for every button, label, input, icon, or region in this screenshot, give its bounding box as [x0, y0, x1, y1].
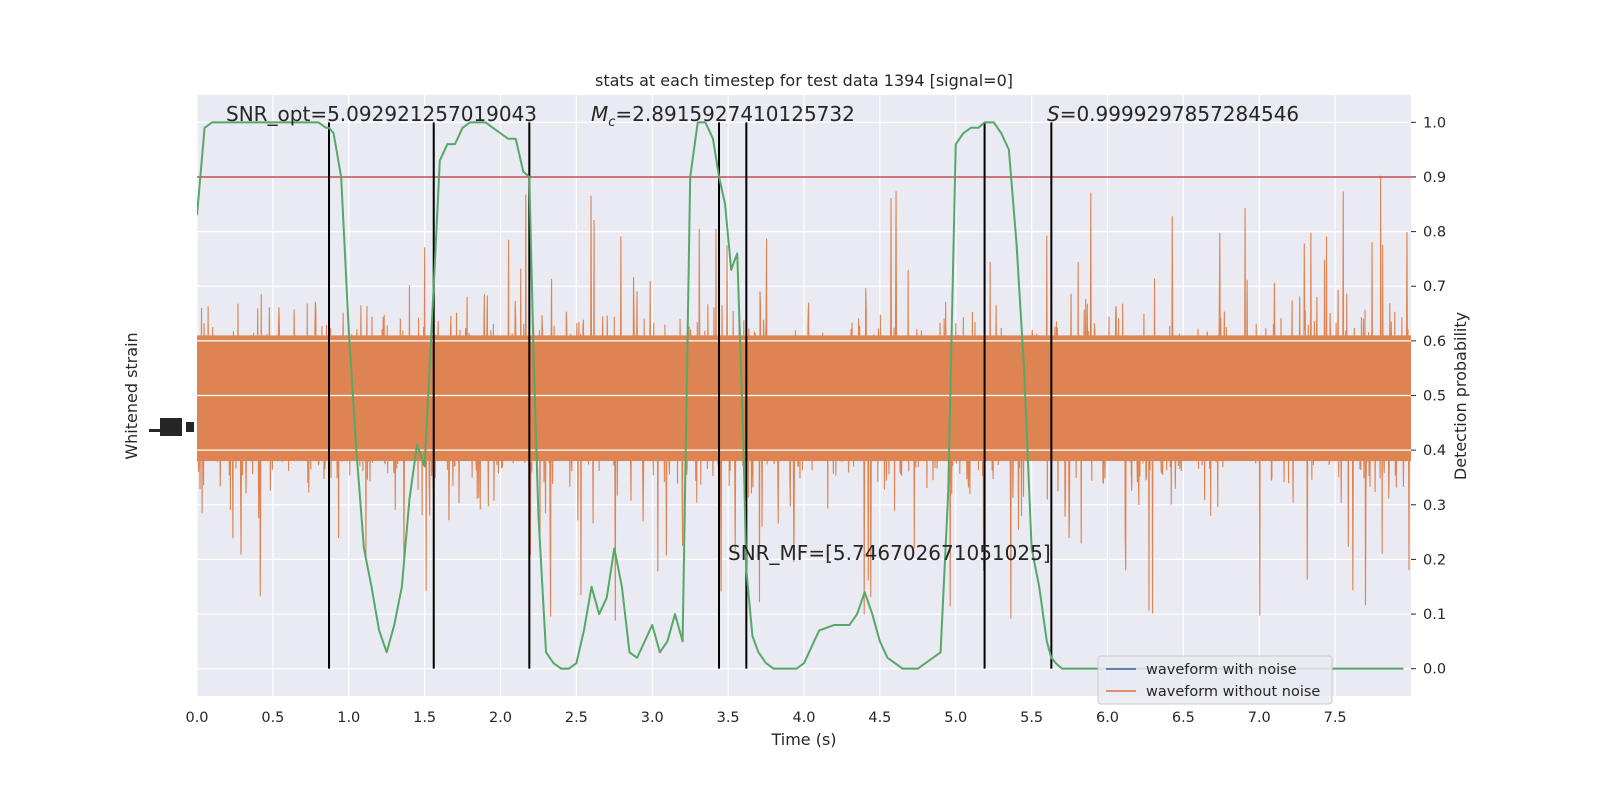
left-axis-collapsed-ticks [149, 418, 194, 436]
legend: waveform with noise waveform without noi… [1097, 655, 1333, 705]
y-right-tick-label: 0.7 [1423, 279, 1446, 295]
x-tick-label: 3.5 [717, 710, 740, 726]
x-tick-label: 4.5 [868, 710, 891, 726]
x-tick-label: 6.0 [1096, 710, 1119, 726]
x-tick-label: 5.5 [1020, 710, 1043, 726]
chirp-mass-symbol: M [591, 102, 608, 126]
s-annotation: S=0.9999297857284546 [1047, 102, 1299, 126]
chart-title: stats at each timestep for test data 139… [595, 71, 1013, 90]
y-right-tick-label: 0.9 [1423, 170, 1446, 186]
x-tick-label: 3.0 [641, 710, 664, 726]
chirp-mass-subscript: c [608, 115, 615, 130]
legend-label-without-noise: waveform without noise [1146, 684, 1320, 700]
y-right-tick-label: 0.8 [1423, 225, 1446, 241]
y-left-axis-label: Whitened strain [122, 332, 141, 459]
y-right-tick-label: 0.0 [1423, 662, 1446, 678]
x-tick-label: 0.0 [185, 710, 208, 726]
s-value: =0.9999297857284546 [1060, 102, 1299, 126]
legend-label-with-noise: waveform with noise [1146, 662, 1297, 678]
x-tick-label: 2.5 [565, 710, 588, 726]
chirp-mass-value: =2.8915927410125732 [615, 102, 854, 126]
strain-noise-core [197, 335, 1411, 462]
waveform-without-noise-series [197, 175, 1411, 621]
snr-mf-annotation: SNR_MF=[5.746702671051025] [728, 541, 1051, 565]
legend-box [1097, 655, 1333, 705]
y-right-tick-label: 0.6 [1423, 334, 1446, 350]
y-right-tick-label: 0.1 [1423, 607, 1446, 623]
y-right-tick-label: 0.3 [1423, 498, 1446, 514]
x-axis-ticks: 0.0 0.5 1.0 1.5 2.0 2.5 3.0 3.5 4.0 4.5 5.0 5.5 6.0 6… [185, 710, 1346, 726]
probability-series-layer [197, 121, 1404, 670]
x-tick-label: 1.5 [413, 710, 436, 726]
probability-line [197, 121, 1404, 670]
x-tick-label: 2.0 [489, 710, 512, 726]
y-right-axis-ticks: 0.0 0.1 0.2 0.3 0.4 0.5 0.6 0.7 0.8 0.9 1.0 [1411, 115, 1446, 678]
x-tick-label: 6.5 [1172, 710, 1195, 726]
y-right-tick-label: 0.2 [1423, 552, 1446, 568]
left-tick-dash [149, 429, 161, 432]
y-right-axis-label: Detection probability [1451, 312, 1470, 480]
x-tick-label: 0.5 [261, 710, 284, 726]
x-tick-label: 4.0 [792, 710, 815, 726]
x-axis-label: Time (s) [770, 730, 836, 749]
y-right-tick-label: 1.0 [1423, 115, 1446, 131]
s-symbol: S [1047, 102, 1060, 126]
x-tick-label: 1.0 [337, 710, 360, 726]
x-tick-label: 7.5 [1324, 710, 1347, 726]
left-tick-blob [160, 418, 182, 436]
y-right-tick-label: 0.4 [1423, 443, 1446, 459]
left-tick-block [186, 422, 194, 432]
y-right-tick-label: 0.5 [1423, 389, 1446, 405]
x-tick-label: 5.0 [944, 710, 967, 726]
snr-opt-annotation: SNR_opt=5.092921257019043 [226, 102, 537, 126]
x-tick-label: 7.0 [1248, 710, 1271, 726]
chirp-mass-annotation: Mc=2.8915927410125732 [591, 102, 855, 130]
